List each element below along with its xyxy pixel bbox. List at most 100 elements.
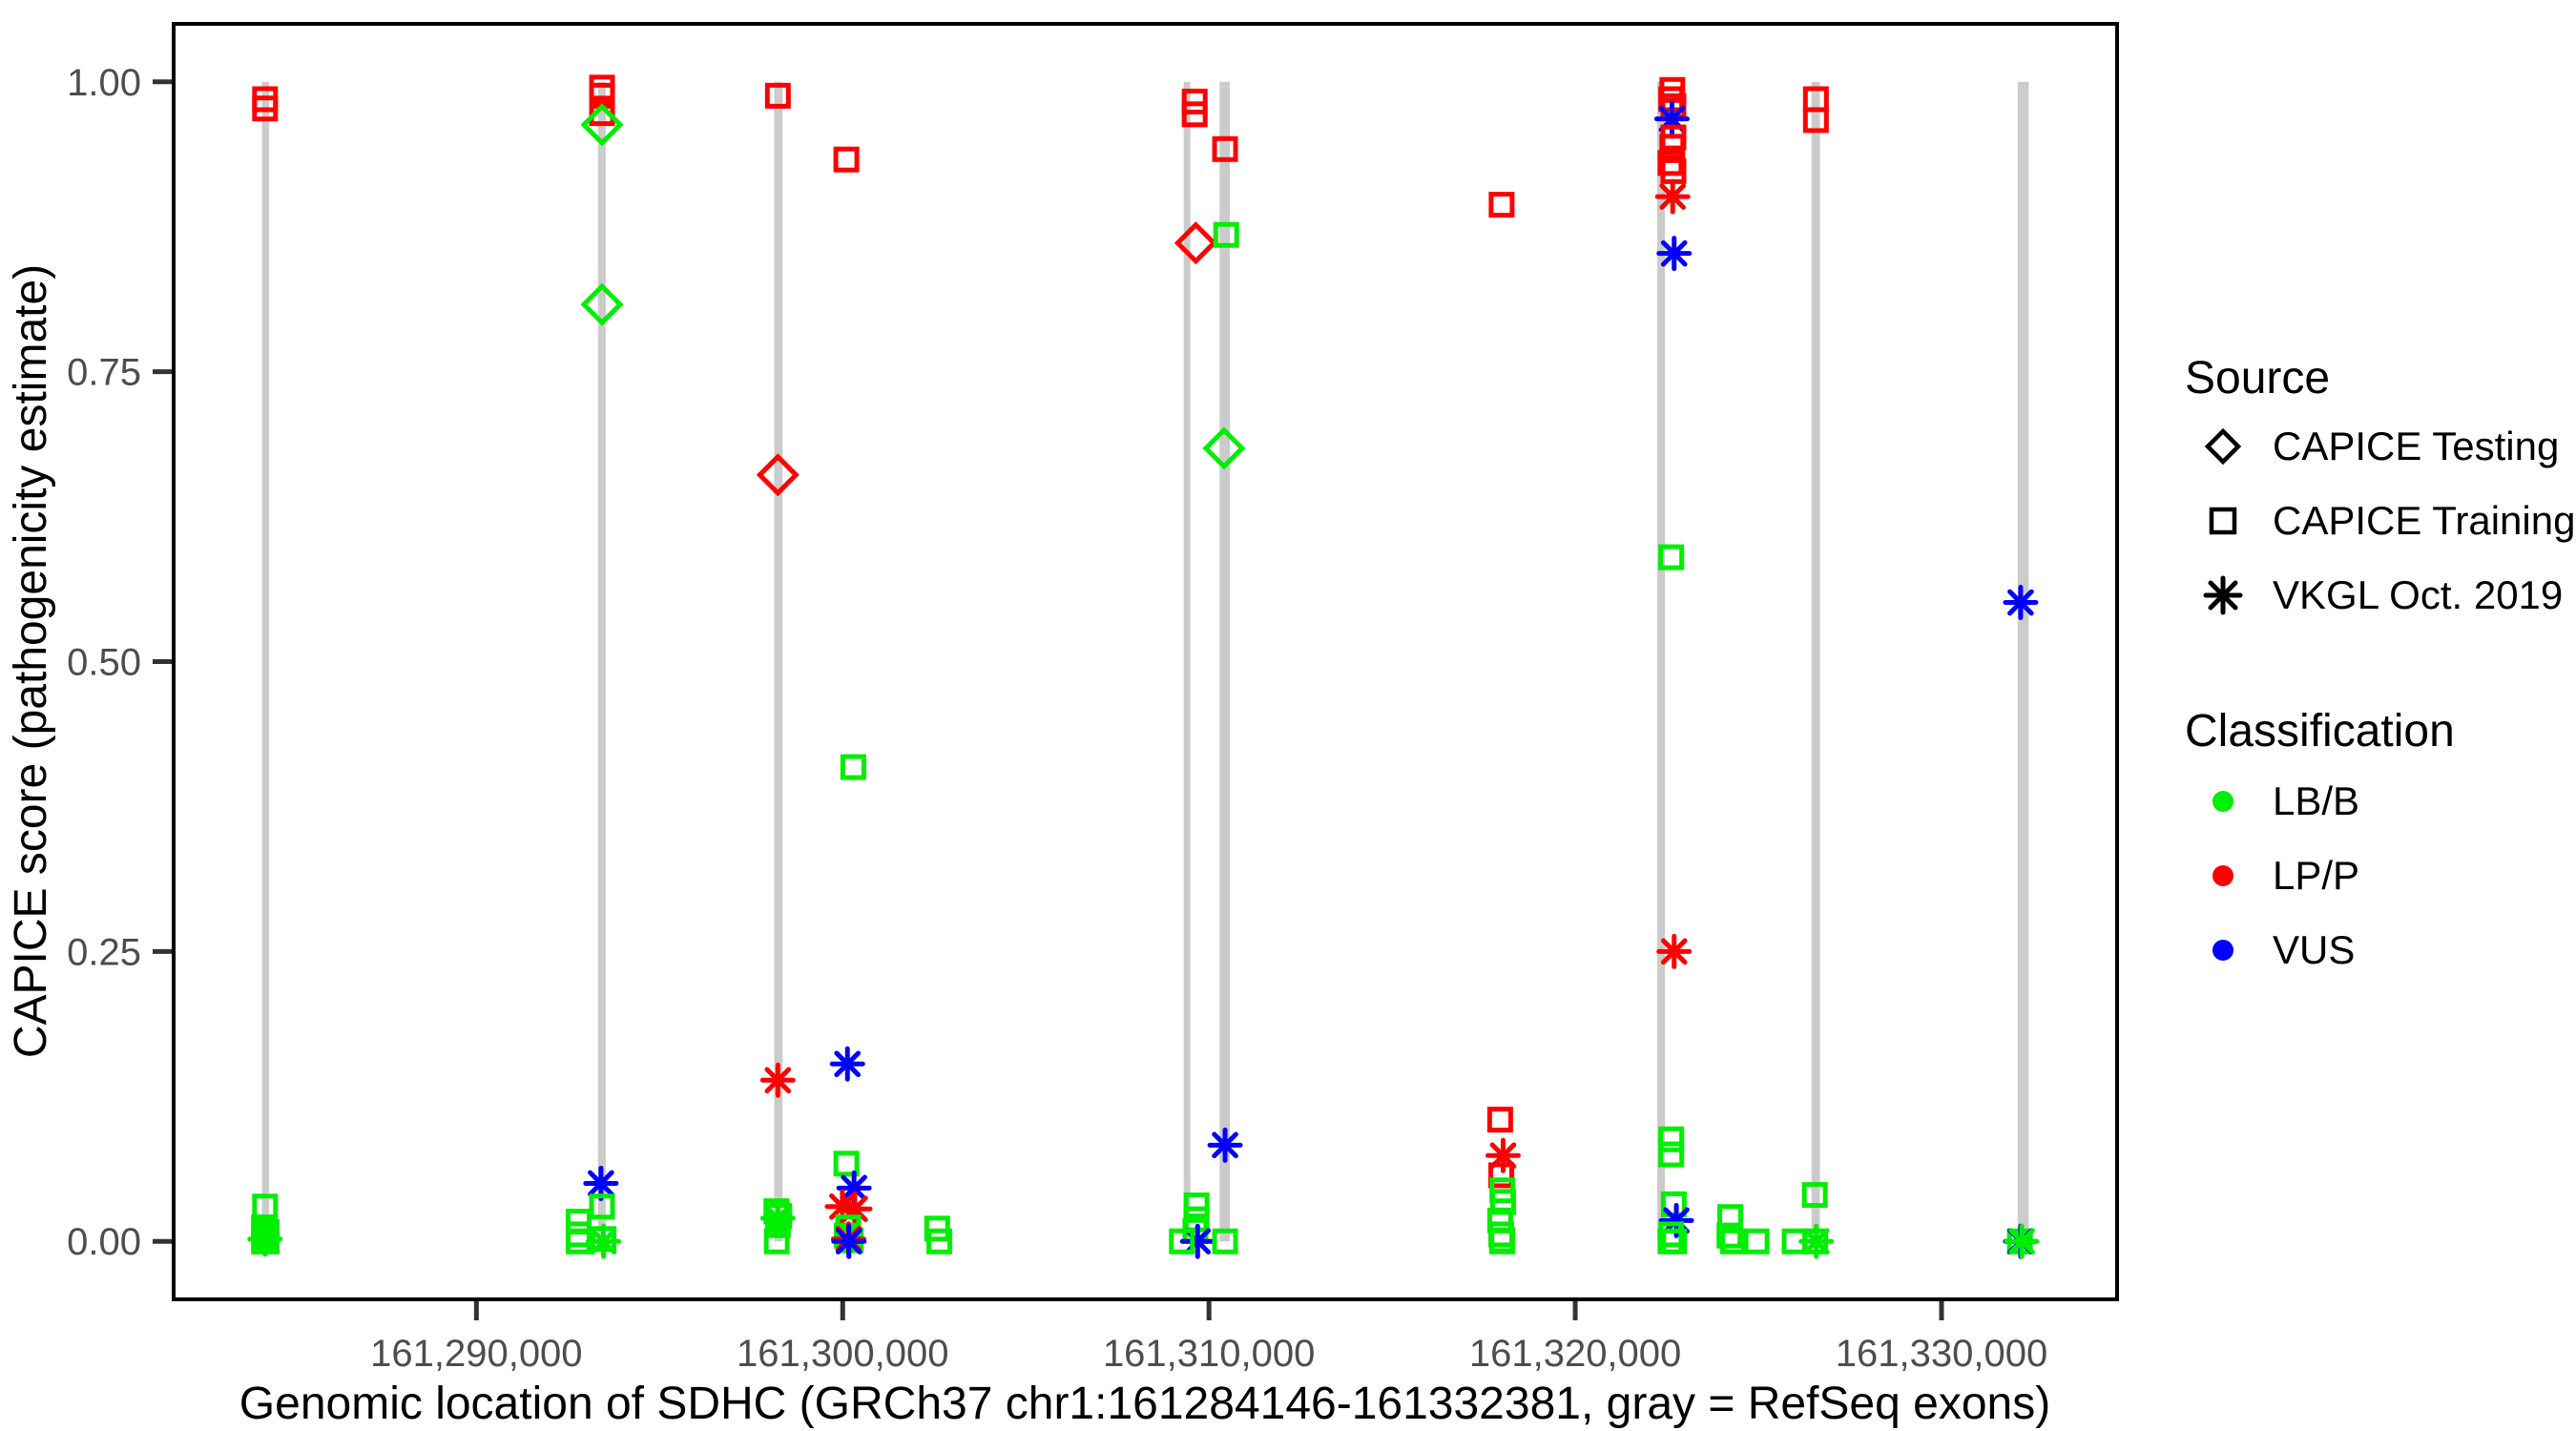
square-icon bbox=[2209, 507, 2237, 535]
legend-item-label: CAPICE Training bbox=[2273, 498, 2575, 543]
legend-item-vus: VUS bbox=[2212, 927, 2355, 972]
y-tick-label-0: 0.00 bbox=[67, 1221, 141, 1263]
data-point-asterisk bbox=[1656, 236, 1693, 272]
data-point-square bbox=[1720, 1228, 1747, 1255]
data-point-asterisk bbox=[829, 1046, 865, 1082]
legend-item-label: VKGL Oct. 2019 bbox=[2273, 572, 2563, 617]
exon-bar bbox=[774, 81, 783, 1242]
exon-bar bbox=[597, 81, 606, 1242]
data-point-square bbox=[1213, 221, 1239, 248]
data-point-square bbox=[1489, 1189, 1516, 1215]
legend-classification-title: Classification bbox=[2185, 706, 2455, 757]
data-points bbox=[247, 74, 2040, 1259]
data-point-square bbox=[926, 1228, 953, 1255]
y-tick-label-2: 0.50 bbox=[67, 642, 141, 684]
data-point-square bbox=[1801, 1182, 1828, 1209]
exon-bar bbox=[1811, 81, 1820, 1242]
legend-source-title: Source bbox=[2185, 353, 2330, 404]
data-point-asterisk bbox=[1656, 933, 1693, 969]
data-point-square bbox=[1488, 1162, 1515, 1189]
data-point-square bbox=[1658, 544, 1685, 570]
y-tick-label-1: 0.25 bbox=[67, 931, 141, 973]
legend-item-label: CAPICE Testing bbox=[2273, 424, 2559, 468]
data-point-square bbox=[840, 754, 866, 780]
data-point-square bbox=[1183, 1192, 1210, 1219]
y-axis: 0.00 0.25 0.50 0.75 1.00 bbox=[67, 62, 172, 1263]
data-point-square bbox=[1658, 1126, 1685, 1152]
data-point-square bbox=[1169, 1228, 1195, 1255]
x-tick-label-0: 161,290,000 bbox=[370, 1333, 582, 1375]
y-tick-label-3: 0.75 bbox=[67, 352, 141, 394]
lpp-dot-icon bbox=[2212, 865, 2233, 886]
lbb-dot-icon bbox=[2212, 791, 2233, 812]
data-point-square bbox=[764, 82, 791, 109]
data-point-square bbox=[1659, 134, 1686, 160]
data-point-asterisk bbox=[586, 1223, 622, 1259]
exon-bar bbox=[1219, 81, 1231, 1242]
data-point-square bbox=[1212, 1228, 1238, 1255]
x-tick-label-4: 161,330,000 bbox=[1836, 1333, 2047, 1375]
data-point-square bbox=[764, 1212, 791, 1238]
data-point-square bbox=[1486, 1107, 1513, 1133]
legend-item-capice-training: CAPICE Training bbox=[2209, 498, 2575, 543]
legend-item-label: VUS bbox=[2273, 927, 2355, 972]
legend-item-label: LP/P bbox=[2273, 853, 2359, 898]
data-point-asterisk bbox=[837, 1191, 873, 1227]
data-point-asterisk bbox=[2004, 1223, 2040, 1259]
data-point-square bbox=[1716, 1204, 1743, 1231]
legend-item-label: LB/B bbox=[2273, 778, 2359, 823]
data-point-asterisk bbox=[1654, 178, 1691, 215]
data-point-diamond bbox=[756, 453, 800, 497]
data-point-square bbox=[763, 1228, 790, 1255]
data-point-square bbox=[1181, 101, 1208, 128]
exon-bars bbox=[261, 81, 2029, 1242]
legend: Source CAPICE Testing CAPICE Training VK… bbox=[2185, 353, 2575, 972]
exon-bar bbox=[1657, 81, 1666, 1242]
data-point-square bbox=[1488, 1228, 1515, 1255]
exon-bar bbox=[1183, 81, 1191, 1242]
y-axis-title: CAPICE score (pathogenicity estimate) bbox=[6, 264, 56, 1058]
x-tick-label-2: 161,310,000 bbox=[1103, 1333, 1315, 1375]
data-point-asterisk bbox=[583, 1165, 619, 1201]
x-axis: 161,290,000 161,300,000 161,310,000 161,320… bbox=[370, 1301, 2047, 1375]
data-point-square bbox=[589, 100, 615, 127]
x-tick-label-3: 161,320,000 bbox=[1469, 1333, 1681, 1375]
data-point-square bbox=[1661, 1228, 1688, 1255]
legend-item-lpp: LP/P bbox=[2212, 853, 2359, 898]
data-point-square bbox=[1743, 1228, 1770, 1255]
data-point-diamond bbox=[580, 103, 624, 147]
plot-panel-border bbox=[172, 22, 2119, 1301]
data-point-diamond bbox=[1202, 426, 1246, 470]
data-point-asterisk bbox=[759, 1062, 796, 1098]
exon-bar bbox=[261, 81, 270, 1242]
y-tick-label-4: 1.00 bbox=[67, 62, 141, 104]
data-point-asterisk bbox=[2003, 585, 2039, 621]
data-point-square bbox=[253, 1228, 280, 1255]
vus-dot-icon bbox=[2212, 940, 2233, 961]
data-point-square bbox=[833, 146, 860, 173]
data-point-square bbox=[1488, 192, 1515, 218]
data-point-asterisk bbox=[1798, 1223, 1835, 1259]
exon-bar bbox=[2017, 81, 2029, 1242]
data-point-diamond bbox=[580, 282, 624, 326]
x-axis-title: Genomic location of SDHC (GRCh37 chr1:16… bbox=[239, 1379, 2050, 1429]
asterisk-icon bbox=[2203, 575, 2243, 615]
data-point-asterisk bbox=[1207, 1127, 1243, 1163]
legend-item-lbb: LB/B bbox=[2212, 778, 2359, 823]
data-point-square bbox=[589, 1193, 615, 1220]
data-point-square bbox=[1212, 135, 1238, 162]
data-point-square bbox=[1802, 107, 1829, 134]
data-point-diamond bbox=[1174, 221, 1217, 265]
legend-item-vkgl: VKGL Oct. 2019 bbox=[2203, 572, 2563, 617]
diamond-icon bbox=[2204, 427, 2242, 466]
data-point-square bbox=[252, 95, 279, 122]
data-point-square bbox=[1658, 1141, 1685, 1168]
data-point-asterisk bbox=[831, 1223, 867, 1259]
x-tick-label-1: 161,300,000 bbox=[737, 1333, 948, 1375]
legend-item-capice-testing: CAPICE Testing bbox=[2204, 424, 2559, 468]
data-point-square bbox=[833, 1151, 860, 1177]
data-point-square bbox=[1716, 1222, 1743, 1249]
